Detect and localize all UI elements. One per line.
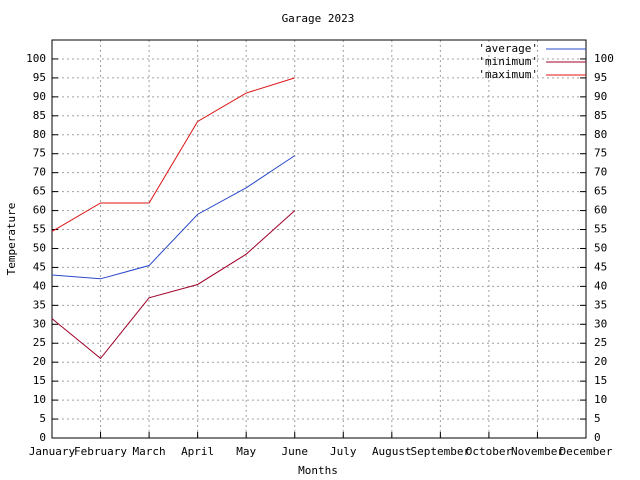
x-axis-label: Months <box>298 464 338 477</box>
y2-tick-label: 45 <box>594 260 607 273</box>
legend-label: 'minimum' <box>478 55 538 68</box>
y-tick-label: 100 <box>26 52 46 65</box>
y2-tick-label: 85 <box>594 109 607 122</box>
x-tick-label: March <box>133 445 166 458</box>
x-tick-label: April <box>181 445 214 458</box>
y2-tick-label: 10 <box>594 393 607 406</box>
x-tick-label: February <box>74 445 127 458</box>
y2-tick-label: 5 <box>594 412 601 425</box>
y-tick-label: 85 <box>33 109 46 122</box>
y-tick-label: 50 <box>33 241 46 254</box>
y2-tick-label: 0 <box>594 431 601 444</box>
y-tick-label: 35 <box>33 298 46 311</box>
legend-label: 'average' <box>478 42 538 55</box>
x-tick-label: October <box>466 445 513 458</box>
y2-tick-label: 35 <box>594 298 607 311</box>
y2-tick-label: 40 <box>594 279 607 292</box>
x-tick-label: May <box>236 445 256 458</box>
y-tick-label: 40 <box>33 279 46 292</box>
y2-tick-label: 60 <box>594 204 607 217</box>
x-tick-label: September <box>411 445 471 458</box>
y-tick-label: 80 <box>33 128 46 141</box>
y-tick-label: 5 <box>39 412 46 425</box>
y-tick-label: 60 <box>33 204 46 217</box>
y2-tick-label: 25 <box>594 336 607 349</box>
y-tick-label: 75 <box>33 147 46 160</box>
y2-tick-label: 90 <box>594 90 607 103</box>
x-tick-label: January <box>29 445 76 458</box>
y-tick-label: 55 <box>33 223 46 236</box>
y-tick-label: 45 <box>33 260 46 273</box>
y2-tick-label: 100 <box>594 52 614 65</box>
chart-title: Garage 2023 <box>282 12 355 25</box>
y-tick-label: 0 <box>39 431 46 444</box>
plot-frame <box>51 39 587 439</box>
data-line <box>51 77 295 232</box>
y2-tick-label: 75 <box>594 147 607 160</box>
y-axis-label: Temperature <box>5 203 18 276</box>
x-tick-label: June <box>281 445 308 458</box>
y2-tick-label: 55 <box>594 223 607 236</box>
x-tick-label: December <box>560 445 613 458</box>
data-line <box>51 210 296 360</box>
y2-tick-label: 15 <box>594 374 607 387</box>
y-tick-label: 65 <box>33 185 46 198</box>
y-tick-label: 25 <box>33 336 46 349</box>
y2-tick-label: 20 <box>594 355 607 368</box>
y-tick-label: 15 <box>33 374 46 387</box>
y-tick-label: 95 <box>33 71 46 84</box>
x-tick-label: August <box>372 445 412 458</box>
y2-tick-label: 70 <box>594 166 607 179</box>
y2-tick-label: 50 <box>594 241 607 254</box>
y2-tick-label: 80 <box>594 128 607 141</box>
y-tick-label: 90 <box>33 90 46 103</box>
y2-tick-label: 65 <box>594 185 607 198</box>
x-tick-label: November <box>511 445 564 458</box>
y-tick-label: 70 <box>33 166 46 179</box>
y-tick-label: 10 <box>33 393 46 406</box>
y-tick-label: 20 <box>33 355 46 368</box>
legend-label: 'maximum' <box>478 68 538 81</box>
y2-tick-label: 30 <box>594 317 607 330</box>
y-tick-label: 30 <box>33 317 46 330</box>
y2-tick-label: 95 <box>594 71 607 84</box>
data-line <box>51 155 296 280</box>
x-tick-label: July <box>330 445 357 458</box>
